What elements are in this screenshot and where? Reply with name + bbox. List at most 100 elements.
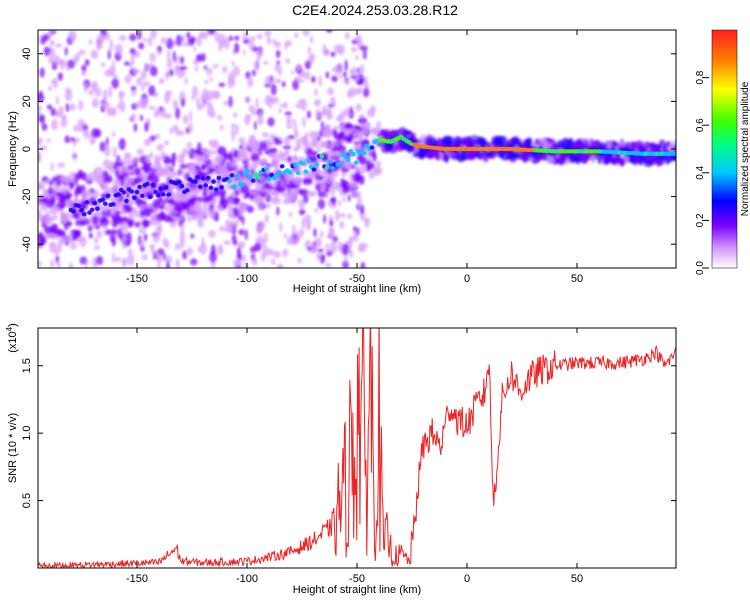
heatmap-blob bbox=[618, 157, 626, 167]
heatmap-blob bbox=[212, 64, 219, 69]
heatmap-blob bbox=[50, 162, 54, 171]
heatmap-blob bbox=[55, 192, 66, 197]
top-x-axis-label: Height of straight line (km) bbox=[293, 283, 421, 295]
heatmap-blob bbox=[40, 145, 48, 151]
heatmap-blob bbox=[563, 139, 573, 144]
heatmap-blob bbox=[64, 46, 68, 56]
heatmap-ridge-point bbox=[266, 176, 272, 182]
heatmap-blob bbox=[188, 110, 193, 122]
heatmap-blob bbox=[339, 213, 346, 218]
heatmap-blob bbox=[138, 227, 147, 235]
heatmap-blob bbox=[96, 230, 101, 237]
heatmap-blob bbox=[270, 147, 278, 154]
heatmap-blob bbox=[307, 46, 312, 55]
heatmap-ridge-point bbox=[351, 151, 356, 157]
heatmap-blob bbox=[362, 50, 367, 60]
heatmap-blob bbox=[348, 87, 357, 97]
heatmap-blob bbox=[90, 81, 96, 90]
snr-series-line bbox=[38, 328, 676, 568]
heatmap-blob bbox=[342, 197, 347, 203]
heatmap-blob bbox=[250, 35, 255, 43]
heatmap-blob bbox=[143, 98, 149, 108]
heatmap-blob bbox=[297, 99, 306, 105]
heatmap-blob bbox=[131, 112, 136, 123]
heatmap-ridge-point bbox=[329, 165, 335, 171]
heatmap-blob bbox=[314, 100, 321, 107]
heatmap-blob bbox=[314, 174, 322, 181]
heatmap-blob bbox=[130, 53, 135, 66]
heatmap-blob bbox=[346, 213, 353, 220]
heatmap-blob bbox=[206, 104, 215, 117]
heatmap-blob bbox=[281, 81, 286, 88]
heatmap-blob bbox=[62, 214, 69, 223]
heatmap-blob bbox=[113, 161, 119, 170]
heatmap-blob bbox=[361, 122, 371, 131]
heatmap-blob bbox=[118, 35, 127, 41]
heatmap-blob bbox=[525, 137, 533, 146]
heatmap-blob bbox=[351, 66, 357, 77]
heatmap-blob bbox=[101, 170, 109, 177]
heatmap-blob bbox=[339, 180, 350, 189]
heatmap-blob bbox=[291, 224, 296, 236]
heatmap-blob bbox=[165, 260, 171, 268]
heatmap-ridge-point bbox=[353, 160, 359, 165]
colorbar-tick-label: 0.8 bbox=[695, 70, 706, 84]
heatmap-blob bbox=[118, 138, 126, 151]
heatmap-blob bbox=[44, 232, 55, 239]
heatmap-blob bbox=[127, 168, 136, 174]
heatmap-blob bbox=[357, 196, 363, 206]
heatmap-ridge-point bbox=[229, 172, 235, 178]
heatmap-blob bbox=[136, 100, 142, 109]
heatmap-blob bbox=[330, 51, 336, 57]
heatmap-ridge-point bbox=[81, 212, 87, 217]
heatmap-blob bbox=[304, 140, 311, 149]
heatmap-blob bbox=[179, 55, 185, 65]
heatmap-blob bbox=[111, 77, 119, 89]
heatmap-blob bbox=[188, 147, 197, 160]
heatmap-blob bbox=[143, 161, 153, 168]
colorbar-ticks: 0.0 0.2 0.4 0.6 0.8 bbox=[695, 70, 709, 275]
heatmap-blob bbox=[57, 72, 64, 81]
heatmap-blob bbox=[343, 255, 348, 263]
heatmap-blob bbox=[604, 156, 610, 165]
heatmap-blob bbox=[72, 152, 77, 162]
heatmap-blob bbox=[455, 140, 461, 148]
heatmap-blob bbox=[38, 105, 43, 111]
heatmap-blob bbox=[140, 70, 147, 81]
heatmap-blob bbox=[329, 241, 338, 254]
heatmap-blob bbox=[136, 77, 143, 86]
heatmap-blob bbox=[331, 75, 338, 83]
heatmap-blob bbox=[195, 54, 203, 63]
colorbar-tick-label: 0.6 bbox=[695, 118, 706, 132]
heatmap-blob bbox=[209, 76, 213, 82]
heatmap-blob bbox=[339, 221, 345, 229]
heatmap-blob bbox=[264, 203, 271, 209]
heatmap-blob bbox=[55, 255, 60, 264]
bottom-y-tick-label: 0.5 bbox=[21, 493, 33, 508]
heatmap-blob bbox=[191, 85, 199, 98]
heatmap-blob bbox=[55, 180, 62, 187]
heatmap-blob bbox=[230, 177, 239, 187]
heatmap-blob bbox=[273, 250, 281, 259]
heatmap-blob bbox=[133, 123, 138, 132]
heatmap-ridge-point bbox=[195, 175, 201, 180]
heatmap-blob bbox=[172, 216, 183, 222]
heatmap-ridge-point bbox=[295, 170, 301, 176]
heatmap-ridge-point bbox=[124, 198, 129, 204]
heatmap-blob bbox=[156, 143, 164, 152]
heatmap-blob bbox=[139, 204, 146, 211]
heatmap-blob bbox=[258, 187, 268, 193]
heatmap-blob bbox=[170, 170, 179, 178]
heatmap-blob bbox=[370, 127, 377, 133]
heatmap-blob bbox=[238, 229, 245, 236]
heatmap-blob bbox=[258, 141, 268, 151]
heatmap-ridge-point bbox=[319, 153, 325, 159]
heatmap-blob bbox=[274, 41, 281, 49]
heatmap-ridge-point bbox=[303, 169, 309, 174]
heatmap-blob bbox=[87, 225, 93, 232]
heatmap-blob bbox=[125, 191, 130, 200]
heatmap-blob bbox=[182, 250, 188, 260]
heatmap-blob bbox=[113, 179, 122, 190]
heatmap-blob bbox=[266, 94, 272, 104]
heatmap-ridge-point bbox=[269, 172, 275, 178]
